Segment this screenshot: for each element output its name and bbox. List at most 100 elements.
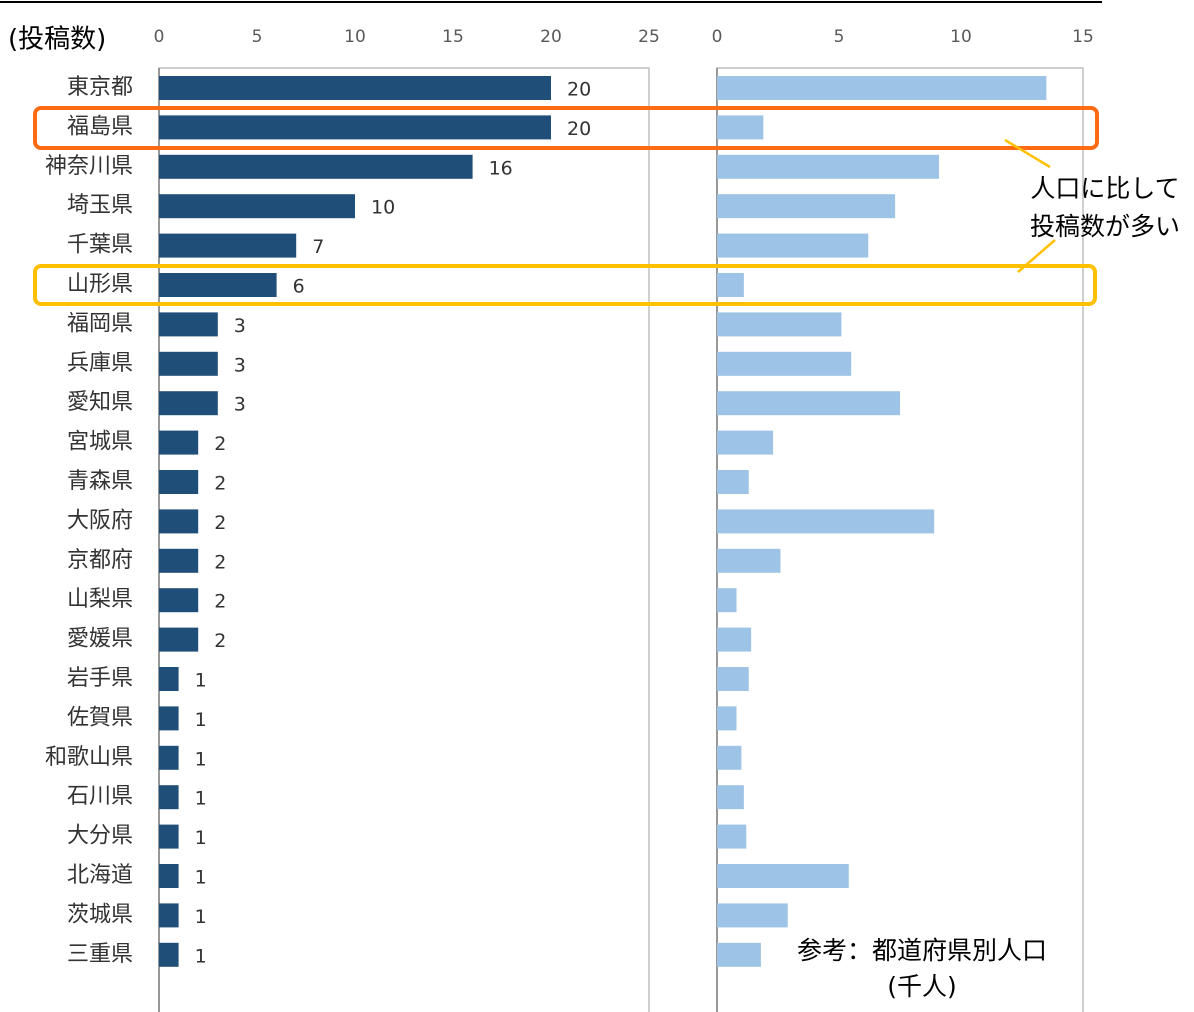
bar xyxy=(159,706,179,731)
data-label: 2 xyxy=(214,551,226,573)
data-label: 7 xyxy=(312,236,324,258)
x-tick-label: 15 xyxy=(442,27,464,47)
bar xyxy=(717,942,761,967)
bar xyxy=(717,312,842,337)
y-tick-label: 愛知県 xyxy=(67,390,133,415)
x-tick-label: 5 xyxy=(252,27,263,47)
y-tick-label: 山形県 xyxy=(67,272,133,297)
bar xyxy=(159,824,179,849)
y-tick-label: 石川県 xyxy=(67,784,133,809)
bar xyxy=(717,430,774,455)
y-tick-label: 埼玉県 xyxy=(67,193,133,218)
bar xyxy=(159,76,551,100)
bar xyxy=(717,588,737,613)
data-label: 1 xyxy=(195,748,207,770)
bar xyxy=(717,548,781,573)
data-label: 1 xyxy=(195,945,207,967)
note: (千人) xyxy=(887,972,957,1001)
bar xyxy=(717,115,764,140)
bar xyxy=(717,194,896,219)
data-label: 10 xyxy=(371,197,395,219)
y-tick-label: 大阪府 xyxy=(67,508,133,533)
highlight-box xyxy=(33,264,1097,306)
bar xyxy=(159,351,218,376)
bar xyxy=(717,903,788,928)
data-label: 6 xyxy=(293,276,305,298)
y-tick-label: 宮城県 xyxy=(67,430,133,455)
callout-line xyxy=(1004,138,1051,169)
x-tick-label: 20 xyxy=(540,27,562,47)
bar xyxy=(717,824,747,849)
note: 参考：都道府県別人口 xyxy=(797,936,1047,965)
bar xyxy=(159,233,297,258)
y-tick-label: 大分県 xyxy=(67,824,133,849)
highlight-box xyxy=(33,106,1099,150)
data-label: 3 xyxy=(234,354,246,376)
bar xyxy=(159,430,199,455)
x-tick-label: 15 xyxy=(1072,27,1094,47)
bar xyxy=(159,548,199,573)
callout-line xyxy=(1017,239,1056,273)
data-label: 1 xyxy=(195,709,207,731)
bar xyxy=(717,273,744,297)
bar xyxy=(159,391,218,416)
bar xyxy=(159,154,473,179)
axis-label: (投稿数) xyxy=(8,25,106,55)
callout-text: 人口に比して xyxy=(1030,174,1179,203)
bar xyxy=(159,864,179,888)
y-tick-label: 千葉県 xyxy=(67,233,133,258)
bar xyxy=(159,745,179,770)
bar xyxy=(717,391,900,416)
bar xyxy=(159,312,218,337)
bar xyxy=(717,706,737,731)
data-label: 1 xyxy=(195,788,207,810)
bar xyxy=(717,864,849,888)
callout-text: 投稿数が多い xyxy=(1030,212,1180,241)
y-tick-label: 青森県 xyxy=(67,469,133,494)
bar xyxy=(159,785,179,810)
y-tick-label: 山梨県 xyxy=(67,587,133,612)
data-label: 16 xyxy=(489,157,513,179)
bar xyxy=(159,273,277,297)
y-tick-label: 福島県 xyxy=(67,114,133,139)
bar xyxy=(159,942,179,967)
bar xyxy=(159,194,355,219)
bar xyxy=(717,76,1047,100)
y-tick-label: 和歌山県 xyxy=(45,745,133,770)
bar xyxy=(159,470,199,494)
bar xyxy=(717,627,752,652)
bar xyxy=(717,351,852,376)
data-label: 3 xyxy=(234,315,246,337)
y-tick-label: 佐賀県 xyxy=(67,705,133,730)
x-tick-label: 10 xyxy=(344,27,366,47)
bar xyxy=(159,627,199,652)
y-tick-label: 神奈川県 xyxy=(45,154,133,179)
x-tick-label: 25 xyxy=(638,27,660,47)
y-tick-label: 北海道 xyxy=(67,863,133,888)
data-label: 3 xyxy=(234,394,246,416)
bar xyxy=(159,115,551,140)
data-label: 2 xyxy=(214,591,226,613)
data-label: 1 xyxy=(195,827,207,849)
bar xyxy=(159,903,179,928)
data-label: 1 xyxy=(195,867,207,889)
x-tick-label: 0 xyxy=(712,27,723,47)
data-label: 20 xyxy=(567,79,591,101)
bar xyxy=(717,745,742,770)
y-tick-label: 愛媛県 xyxy=(67,627,133,652)
data-label: 2 xyxy=(214,433,226,455)
y-tick-label: 三重県 xyxy=(67,942,133,967)
y-tick-label: 岩手県 xyxy=(67,666,133,691)
bar xyxy=(717,154,940,179)
x-tick-label: 10 xyxy=(950,27,972,47)
y-tick-label: 京都府 xyxy=(67,548,133,573)
bar xyxy=(159,667,179,691)
data-label: 2 xyxy=(214,512,226,534)
bar xyxy=(717,667,749,691)
y-tick-label: 茨城県 xyxy=(67,902,133,927)
y-tick-label: 東京都 xyxy=(67,75,133,100)
x-tick-label: 0 xyxy=(154,27,165,47)
bar xyxy=(717,233,869,258)
y-tick-label: 兵庫県 xyxy=(67,351,133,376)
